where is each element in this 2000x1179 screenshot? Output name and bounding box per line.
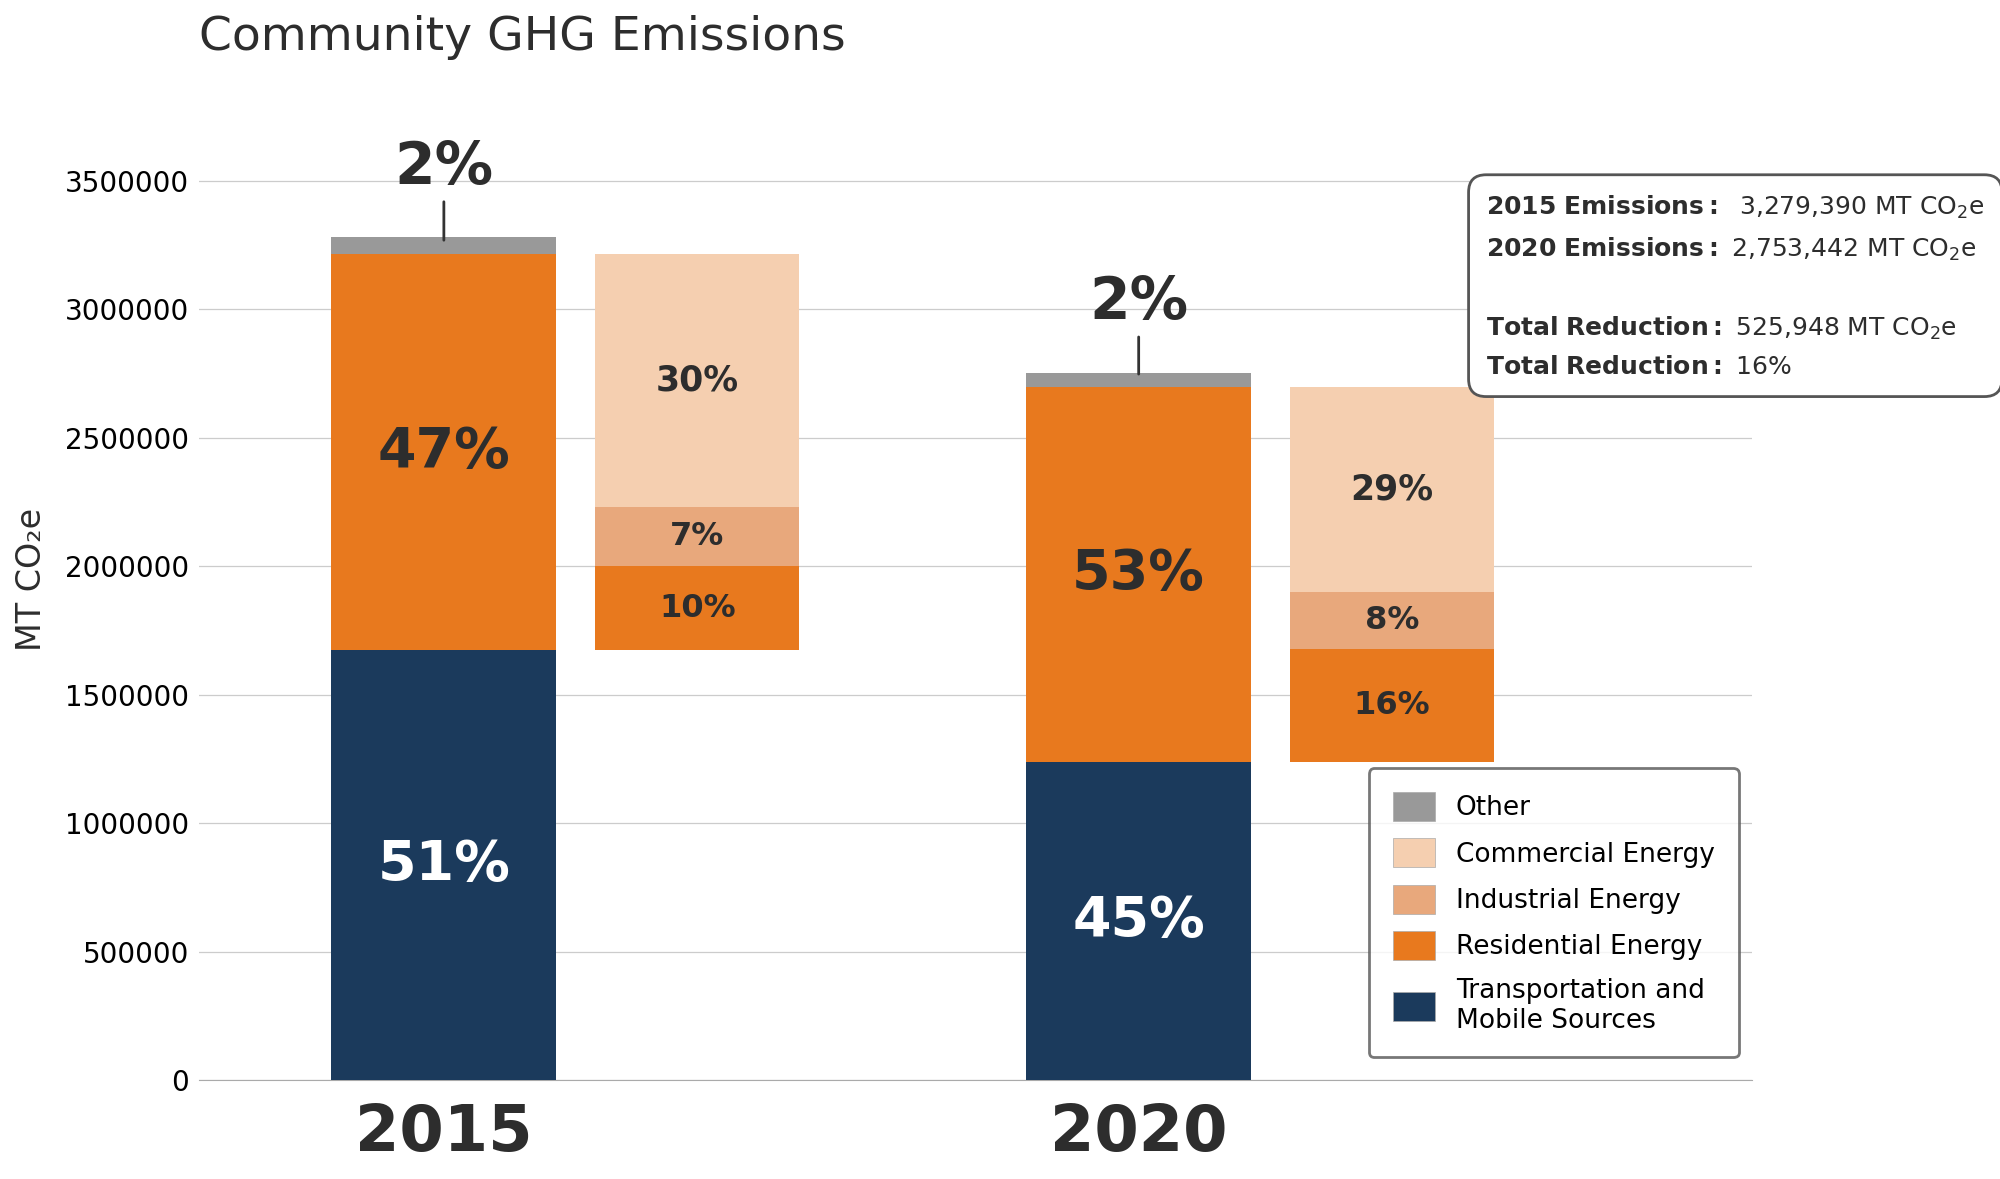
Text: 2%: 2% [394,139,494,241]
Text: 10%: 10% [658,593,736,624]
Bar [1290,592,1494,648]
Bar [1290,387,1494,592]
Text: 2%: 2% [1090,275,1188,374]
Text: $\bf{2015\ Emissions:}$  3,279,390 MT CO$_2$e
$\bf{2020\ Emissions:}$ 2,753,442 : $\bf{2015\ Emissions:}$ 3,279,390 MT CO$… [1486,193,1984,380]
Text: 30%: 30% [656,363,738,397]
Text: 16%: 16% [1354,690,1430,720]
Text: 29%: 29% [1350,473,1434,506]
Y-axis label: MT CO₂e: MT CO₂e [16,508,48,651]
Text: 7%: 7% [670,521,724,552]
Bar [1290,648,1494,762]
Bar [596,507,800,566]
Bar [1026,762,1252,1080]
Legend: Other, Commercial Energy, Industrial Energy, Residential Energy, Transportation : Other, Commercial Energy, Industrial Ene… [1368,769,1738,1058]
Bar [332,651,556,1080]
Text: 45%: 45% [1072,894,1206,948]
Bar [1026,373,1252,387]
Bar [596,255,800,507]
Text: 53%: 53% [1072,547,1206,601]
Bar [332,237,556,255]
Text: Community GHG Emissions: Community GHG Emissions [198,15,846,60]
Text: 47%: 47% [378,426,510,480]
Bar [596,566,800,651]
Text: 51%: 51% [378,838,510,893]
Bar [332,255,556,651]
Bar [1026,387,1252,762]
Text: 8%: 8% [1364,605,1420,635]
